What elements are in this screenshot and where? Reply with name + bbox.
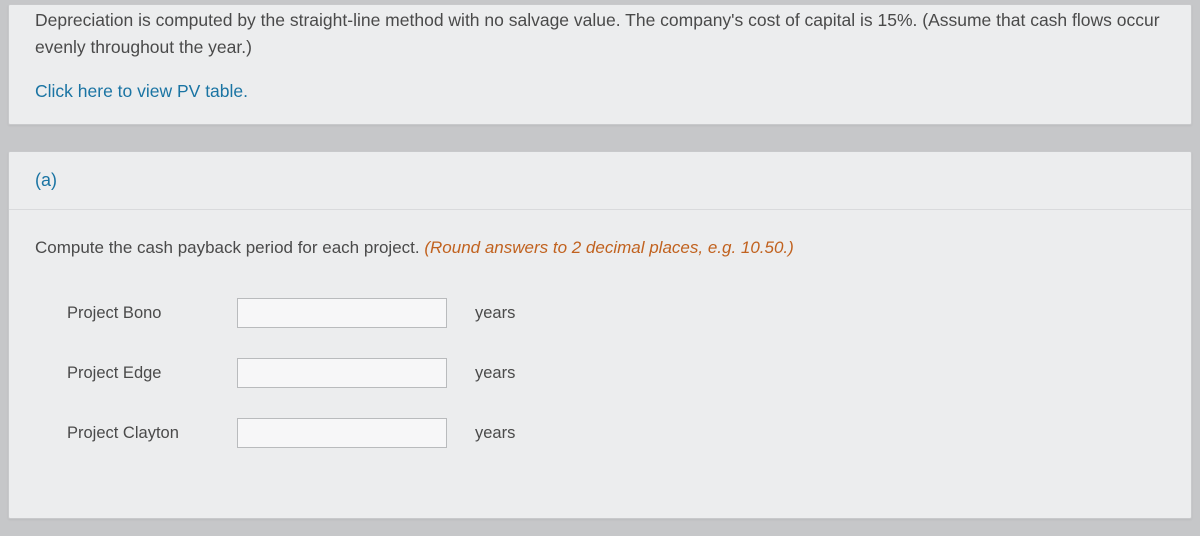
project-label: Project Clayton bbox=[67, 424, 237, 443]
project-label: Project Edge bbox=[67, 364, 237, 383]
unit-label: years bbox=[475, 304, 515, 323]
project-edge-input[interactable] bbox=[237, 358, 447, 388]
pv-table-link[interactable]: Click here to view PV table. bbox=[35, 81, 248, 101]
project-bono-input[interactable] bbox=[237, 298, 447, 328]
project-row: Project Edge years bbox=[67, 358, 1165, 388]
unit-label: years bbox=[475, 364, 515, 383]
question-body: Compute the cash payback period for each… bbox=[9, 210, 1191, 518]
unit-label: years bbox=[475, 424, 515, 443]
project-row: Project Clayton years bbox=[67, 418, 1165, 448]
instruction-hint: (Round answers to 2 decimal places, e.g.… bbox=[424, 238, 793, 257]
intro-text: Depreciation is computed by the straight… bbox=[35, 7, 1165, 61]
project-rows: Project Bono years Project Edge years Pr… bbox=[35, 298, 1165, 448]
intro-panel: Depreciation is computed by the straight… bbox=[8, 4, 1192, 125]
part-label: (a) bbox=[9, 152, 1191, 210]
question-panel: (a) Compute the cash payback period for … bbox=[8, 151, 1192, 519]
instruction-main: Compute the cash payback period for each… bbox=[35, 238, 424, 257]
project-label: Project Bono bbox=[67, 304, 237, 323]
instruction: Compute the cash payback period for each… bbox=[35, 238, 1165, 258]
project-row: Project Bono years bbox=[67, 298, 1165, 328]
project-clayton-input[interactable] bbox=[237, 418, 447, 448]
